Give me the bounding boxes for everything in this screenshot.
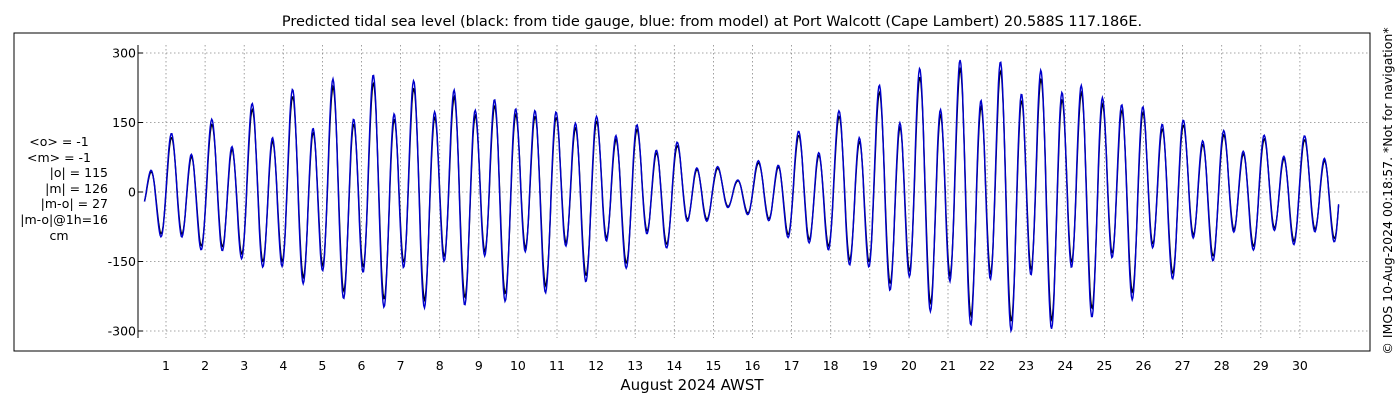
x-tick-label: 23 [1018,358,1034,373]
x-tick-label: 18 [823,358,839,373]
plot-frame [13,32,1371,352]
statistics-panel: <o> = -1 <m> = -1 |o| = 115 |m| = 126 |m… [10,134,108,243]
x-tick-label: 29 [1253,358,1269,373]
y-tick-label: 300 [112,46,136,61]
x-tick-label: 27 [1175,358,1191,373]
x-tick-label: 17 [784,358,800,373]
x-tick-label: 25 [1096,358,1112,373]
x-tick-label: 26 [1136,358,1152,373]
x-tick-label: 19 [862,358,878,373]
series-line-tide-gauge [143,66,1340,323]
stat-abs-obs: |o| = 115 [49,165,108,181]
x-tick-label: 13 [627,358,643,373]
x-tick-label: 16 [745,358,761,373]
x-tick-label: 1 [162,358,170,373]
x-tick-label: 20 [901,358,917,373]
x-axis: 1 2 3 4 5 6 7 8 9 10 11 12 13 14 15 16 17 18 19 20 21 22 23 24 2… [162,358,1308,373]
series-group [143,59,1340,334]
stat-mean-model: <m> = -1 [26,149,91,165]
chart-title: Predicted tidal sea level (black: from t… [282,14,1142,30]
series-line-model [143,59,1340,334]
grid [138,45,1370,338]
x-tick-label: 3 [240,358,248,373]
x-axis-label: August 2024 AWST [620,376,764,394]
x-tick-label: 21 [940,358,956,373]
y-tick-label: -300 [108,324,136,339]
y-axis: -300 -150 0 150 300 [108,45,143,339]
x-tick-label: 28 [1214,358,1230,373]
x-tick-label: 4 [279,358,287,373]
x-tick-label: 6 [358,358,366,373]
x-tick-label: 5 [318,358,326,373]
x-tick-label: 22 [979,358,995,373]
stat-abs-model: |m| = 126 [45,180,108,196]
x-tick-label: 12 [588,358,604,373]
y-tick-label: -150 [108,254,136,269]
stat-unit: cm [49,227,69,243]
x-tick-label: 8 [436,358,444,373]
x-tick-label: 24 [1057,358,1073,373]
stat-abs-diff: |m-o| = 27 [40,196,108,212]
x-tick-label: 7 [397,358,405,373]
y-tick-label: 0 [128,185,136,200]
stat-mean-obs: <o> = -1 [29,134,89,149]
x-tick-label: 11 [549,358,565,373]
stat-abs-diff-1h: |m-o|@1h=16 [20,211,108,227]
x-tick-label: 10 [510,358,526,373]
y-tick-label: 150 [112,115,136,130]
x-tick-label: 9 [475,358,483,373]
x-tick-label: 2 [201,358,209,373]
x-tick-label: 14 [666,358,682,373]
watermark: © IMOS 10-Aug-2024 00:18:57. *Not for na… [1380,27,1395,354]
x-tick-label: 15 [705,358,721,373]
x-tick-label: 30 [1292,358,1308,373]
